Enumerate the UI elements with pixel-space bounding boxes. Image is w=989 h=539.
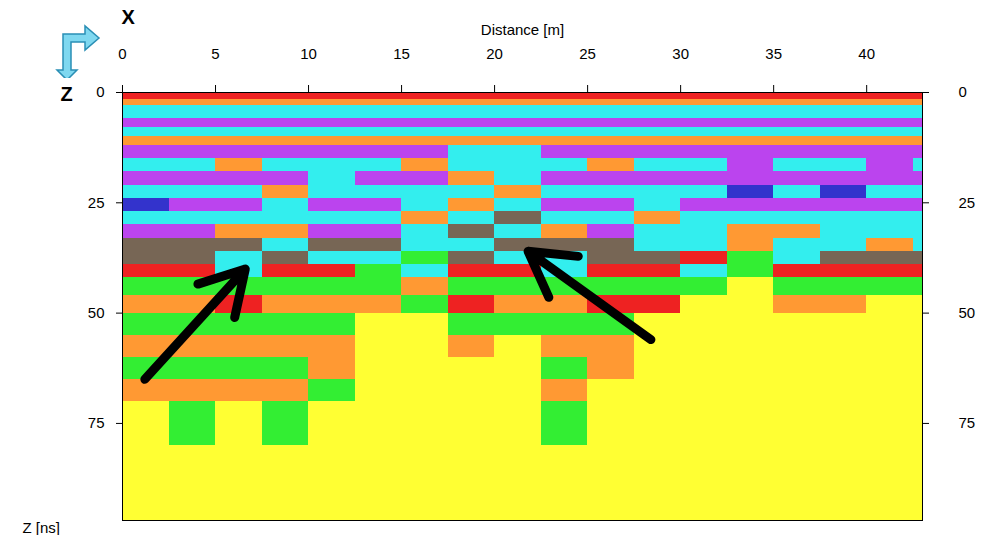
svg-text:5: 5	[211, 45, 219, 62]
svg-text:15: 15	[393, 45, 410, 62]
svg-text:20: 20	[486, 45, 503, 62]
svg-text:25: 25	[959, 194, 976, 211]
svg-text:35: 35	[765, 45, 782, 62]
svg-text:0: 0	[96, 83, 104, 100]
svg-text:50: 50	[959, 304, 976, 321]
svg-text:0: 0	[959, 83, 967, 100]
svg-text:0: 0	[118, 45, 126, 62]
svg-text:10: 10	[300, 45, 317, 62]
svg-text:25: 25	[579, 45, 596, 62]
svg-text:X: X	[121, 6, 135, 28]
svg-text:Distance [m]: Distance [m]	[481, 21, 564, 38]
svg-text:75: 75	[88, 414, 105, 431]
svg-text:40: 40	[858, 45, 875, 62]
svg-text:50: 50	[88, 304, 105, 321]
svg-text:75: 75	[959, 414, 976, 431]
svg-text:25: 25	[88, 194, 105, 211]
svg-text:Z [ns]: Z [ns]	[23, 519, 61, 536]
svg-text:Z: Z	[61, 83, 73, 105]
svg-text:30: 30	[672, 45, 689, 62]
